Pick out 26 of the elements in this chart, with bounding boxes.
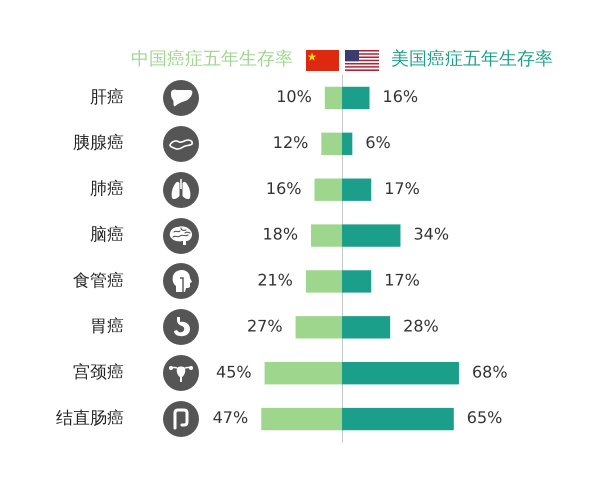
- y-tick-label: 宫颈癌: [73, 362, 124, 383]
- y-tick-label: 脑癌: [90, 224, 124, 245]
- data-label: 47%: [212, 408, 248, 428]
- y-tick-label: 肝癌: [90, 87, 124, 108]
- data-label: 17%: [384, 178, 420, 198]
- data-label: 21%: [257, 270, 293, 290]
- data-label: 45%: [216, 362, 252, 382]
- y-tick-label: 结直肠癌: [56, 408, 124, 428]
- data-label: 28%: [403, 316, 439, 336]
- data-label: 18%: [262, 224, 298, 244]
- text: 中国癌症五年生存率: [131, 48, 293, 70]
- y-tick-label: 肺癌: [90, 179, 124, 200]
- data-label: 16%: [382, 87, 418, 106]
- data-label: 68%: [472, 362, 508, 382]
- y-tick-label: 胰腺癌: [73, 133, 124, 154]
- data-label: 10%: [276, 87, 312, 106]
- y-tick-label: 胃癌: [90, 316, 124, 337]
- data-label: 34%: [413, 224, 450, 244]
- data-label: 27%: [246, 316, 283, 336]
- data-label: 17%: [384, 270, 420, 290]
- data-label: 16%: [266, 178, 302, 198]
- data-label: 6%: [365, 132, 391, 152]
- data-label: 65%: [466, 408, 502, 428]
- y-tick-label: 食管癌: [73, 270, 124, 291]
- data-label: 12%: [272, 132, 308, 152]
- series-label: 美国癌症五年生存率: [391, 48, 553, 70]
